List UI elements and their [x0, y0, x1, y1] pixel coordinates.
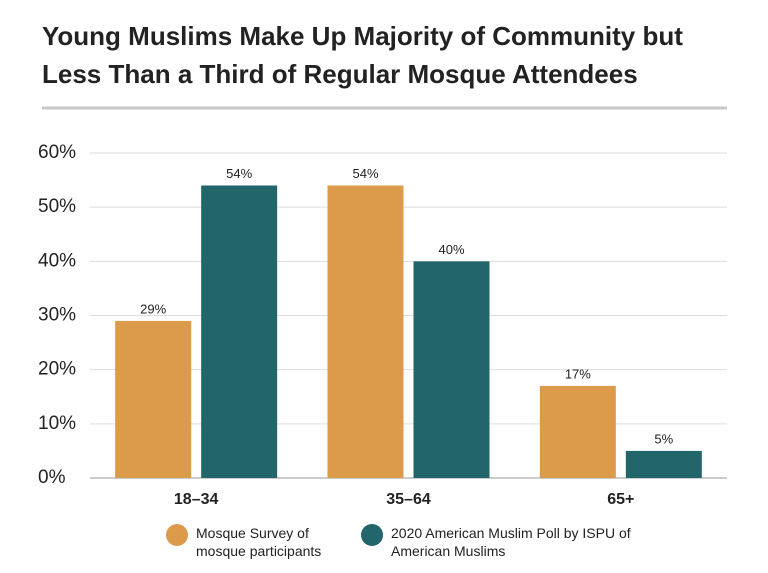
y-tick-label: 30%: [38, 305, 76, 326]
x-tick-label: 35–64: [386, 491, 431, 508]
y-tick-label: 40%: [38, 250, 76, 271]
bar: [201, 185, 278, 478]
legend-label: 2020 American Muslim Poll by ISPU of Ame…: [391, 525, 631, 559]
value-label: 17%: [565, 366, 591, 381]
bar: [115, 320, 192, 478]
y-tick-label: 20%: [38, 359, 76, 380]
y-tick-label: 50%: [38, 196, 76, 217]
y-tick-label: 10%: [38, 413, 76, 434]
y-tick-label: 0%: [38, 467, 66, 488]
value-label: 54%: [226, 166, 252, 181]
x-tick-label: 18–34: [174, 491, 219, 508]
bar: [539, 385, 616, 478]
value-label: 5%: [654, 431, 673, 446]
legend-swatch: [166, 524, 188, 546]
y-tick-label: 60%: [38, 142, 76, 163]
chart-title: Less Than a Third of Regular Mosque Atte…: [42, 59, 638, 89]
bar: [413, 261, 490, 478]
bar: [327, 185, 404, 478]
legend-swatch: [361, 524, 383, 546]
value-label: 40%: [438, 242, 464, 257]
chart-title: Young Muslims Make Up Majority of Commun…: [42, 21, 683, 51]
bar: [625, 450, 702, 478]
legend-label: Mosque Survey of mosque participants: [196, 525, 322, 559]
x-tick-label: 65+: [607, 491, 634, 508]
value-label: 29%: [140, 301, 166, 316]
value-label: 54%: [352, 166, 378, 181]
